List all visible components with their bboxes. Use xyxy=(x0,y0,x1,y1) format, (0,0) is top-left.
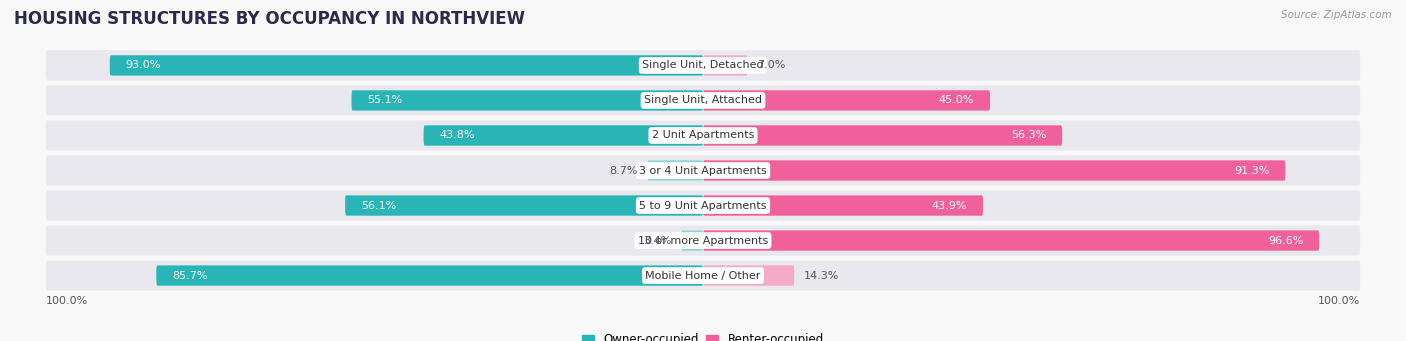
Text: Single Unit, Attached: Single Unit, Attached xyxy=(644,95,762,105)
FancyBboxPatch shape xyxy=(703,265,794,286)
Text: 3 or 4 Unit Apartments: 3 or 4 Unit Apartments xyxy=(640,165,766,176)
FancyBboxPatch shape xyxy=(46,225,1360,256)
FancyBboxPatch shape xyxy=(344,195,703,216)
Text: 100.0%: 100.0% xyxy=(46,296,89,306)
FancyBboxPatch shape xyxy=(682,231,703,251)
FancyBboxPatch shape xyxy=(46,50,1360,80)
Legend: Owner-occupied, Renter-occupied: Owner-occupied, Renter-occupied xyxy=(578,329,828,341)
Text: 85.7%: 85.7% xyxy=(173,270,208,281)
Text: 5 to 9 Unit Apartments: 5 to 9 Unit Apartments xyxy=(640,201,766,210)
FancyBboxPatch shape xyxy=(703,125,1062,146)
Text: 43.8%: 43.8% xyxy=(440,131,475,140)
Text: 56.3%: 56.3% xyxy=(1011,131,1046,140)
FancyBboxPatch shape xyxy=(703,195,983,216)
FancyBboxPatch shape xyxy=(703,160,1285,181)
FancyBboxPatch shape xyxy=(703,231,1319,251)
FancyBboxPatch shape xyxy=(46,191,1360,221)
Text: Single Unit, Detached: Single Unit, Detached xyxy=(643,60,763,71)
Text: 55.1%: 55.1% xyxy=(367,95,402,105)
Text: 45.0%: 45.0% xyxy=(939,95,974,105)
Text: 3.4%: 3.4% xyxy=(644,236,672,246)
FancyBboxPatch shape xyxy=(110,55,703,76)
Text: 91.3%: 91.3% xyxy=(1234,165,1270,176)
FancyBboxPatch shape xyxy=(352,90,703,110)
FancyBboxPatch shape xyxy=(46,85,1360,116)
Text: HOUSING STRUCTURES BY OCCUPANCY IN NORTHVIEW: HOUSING STRUCTURES BY OCCUPANCY IN NORTH… xyxy=(14,10,524,28)
FancyBboxPatch shape xyxy=(703,55,748,76)
Text: Mobile Home / Other: Mobile Home / Other xyxy=(645,270,761,281)
Text: 100.0%: 100.0% xyxy=(1317,296,1360,306)
Text: 96.6%: 96.6% xyxy=(1268,236,1303,246)
FancyBboxPatch shape xyxy=(648,160,703,181)
Text: Source: ZipAtlas.com: Source: ZipAtlas.com xyxy=(1281,10,1392,20)
Text: 10 or more Apartments: 10 or more Apartments xyxy=(638,236,768,246)
FancyBboxPatch shape xyxy=(46,155,1360,186)
Text: 2 Unit Apartments: 2 Unit Apartments xyxy=(652,131,754,140)
Text: 56.1%: 56.1% xyxy=(361,201,396,210)
Text: 7.0%: 7.0% xyxy=(758,60,786,71)
FancyBboxPatch shape xyxy=(423,125,703,146)
FancyBboxPatch shape xyxy=(46,120,1360,150)
FancyBboxPatch shape xyxy=(46,261,1360,291)
Text: 43.9%: 43.9% xyxy=(932,201,967,210)
Text: 8.7%: 8.7% xyxy=(609,165,638,176)
Text: 14.3%: 14.3% xyxy=(804,270,839,281)
FancyBboxPatch shape xyxy=(156,265,703,286)
FancyBboxPatch shape xyxy=(703,90,990,110)
Text: 93.0%: 93.0% xyxy=(125,60,162,71)
